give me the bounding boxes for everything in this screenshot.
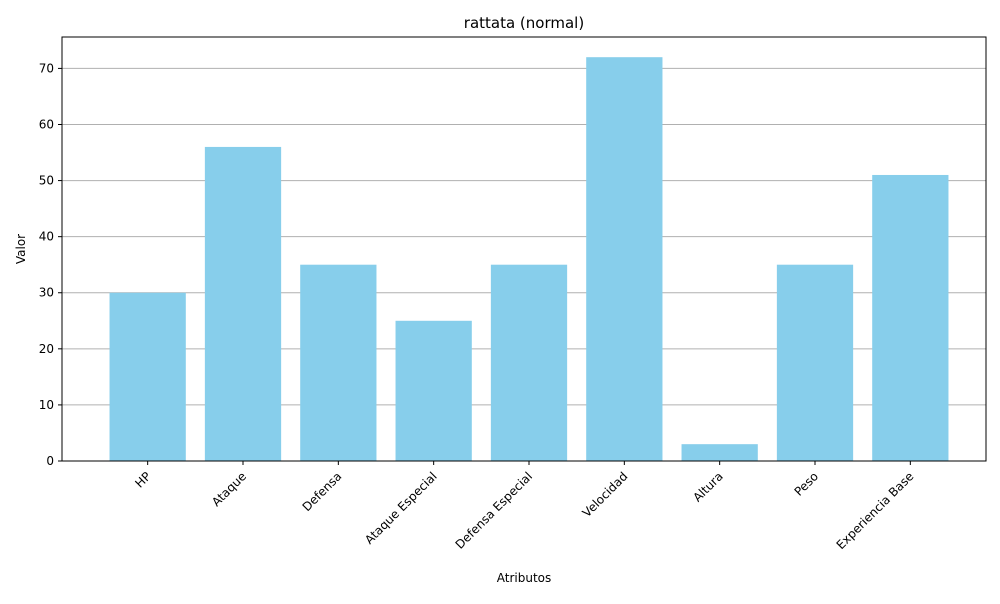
x-tick-label: Velocidad bbox=[580, 469, 631, 520]
x-tick-label: Ataque Especial bbox=[362, 469, 440, 547]
bar-defensa bbox=[300, 264, 377, 461]
x-axis-label: Atributos bbox=[497, 571, 552, 585]
x-tick-label: HP bbox=[132, 469, 153, 490]
x-tick-label: Defensa Especial bbox=[453, 469, 536, 552]
x-tick-label: Defensa bbox=[300, 469, 345, 514]
bar-ataque-especial bbox=[395, 320, 472, 461]
y-tick-label: 50 bbox=[39, 174, 54, 188]
bar-peso bbox=[776, 264, 854, 461]
chart-title: rattata (normal) bbox=[464, 14, 584, 32]
y-tick-label: 10 bbox=[39, 398, 54, 412]
bars bbox=[109, 57, 949, 462]
y-axis-label: Valor bbox=[14, 234, 28, 264]
y-tick-label: 70 bbox=[39, 61, 54, 75]
y-tick-label: 20 bbox=[39, 342, 54, 356]
bar-altura bbox=[681, 444, 758, 461]
bar-ataque bbox=[204, 146, 282, 462]
bar-defensa-especial bbox=[490, 264, 568, 461]
bar-experiencia-base bbox=[872, 174, 949, 461]
x-tick-label: Experiencia Base bbox=[834, 469, 917, 552]
x-tick-label: Altura bbox=[690, 469, 725, 504]
bar-velocidad bbox=[586, 57, 663, 461]
plot-frame bbox=[61, 36, 987, 462]
x-tick-label: Peso bbox=[792, 469, 822, 499]
y-tick-label: 40 bbox=[39, 230, 54, 244]
bar-hp bbox=[109, 292, 186, 461]
y-tick-label: 30 bbox=[39, 286, 54, 300]
x-tick-label: Ataque bbox=[209, 469, 249, 509]
y-tick-label: 0 bbox=[46, 454, 54, 468]
y-tick-label: 60 bbox=[39, 117, 54, 131]
